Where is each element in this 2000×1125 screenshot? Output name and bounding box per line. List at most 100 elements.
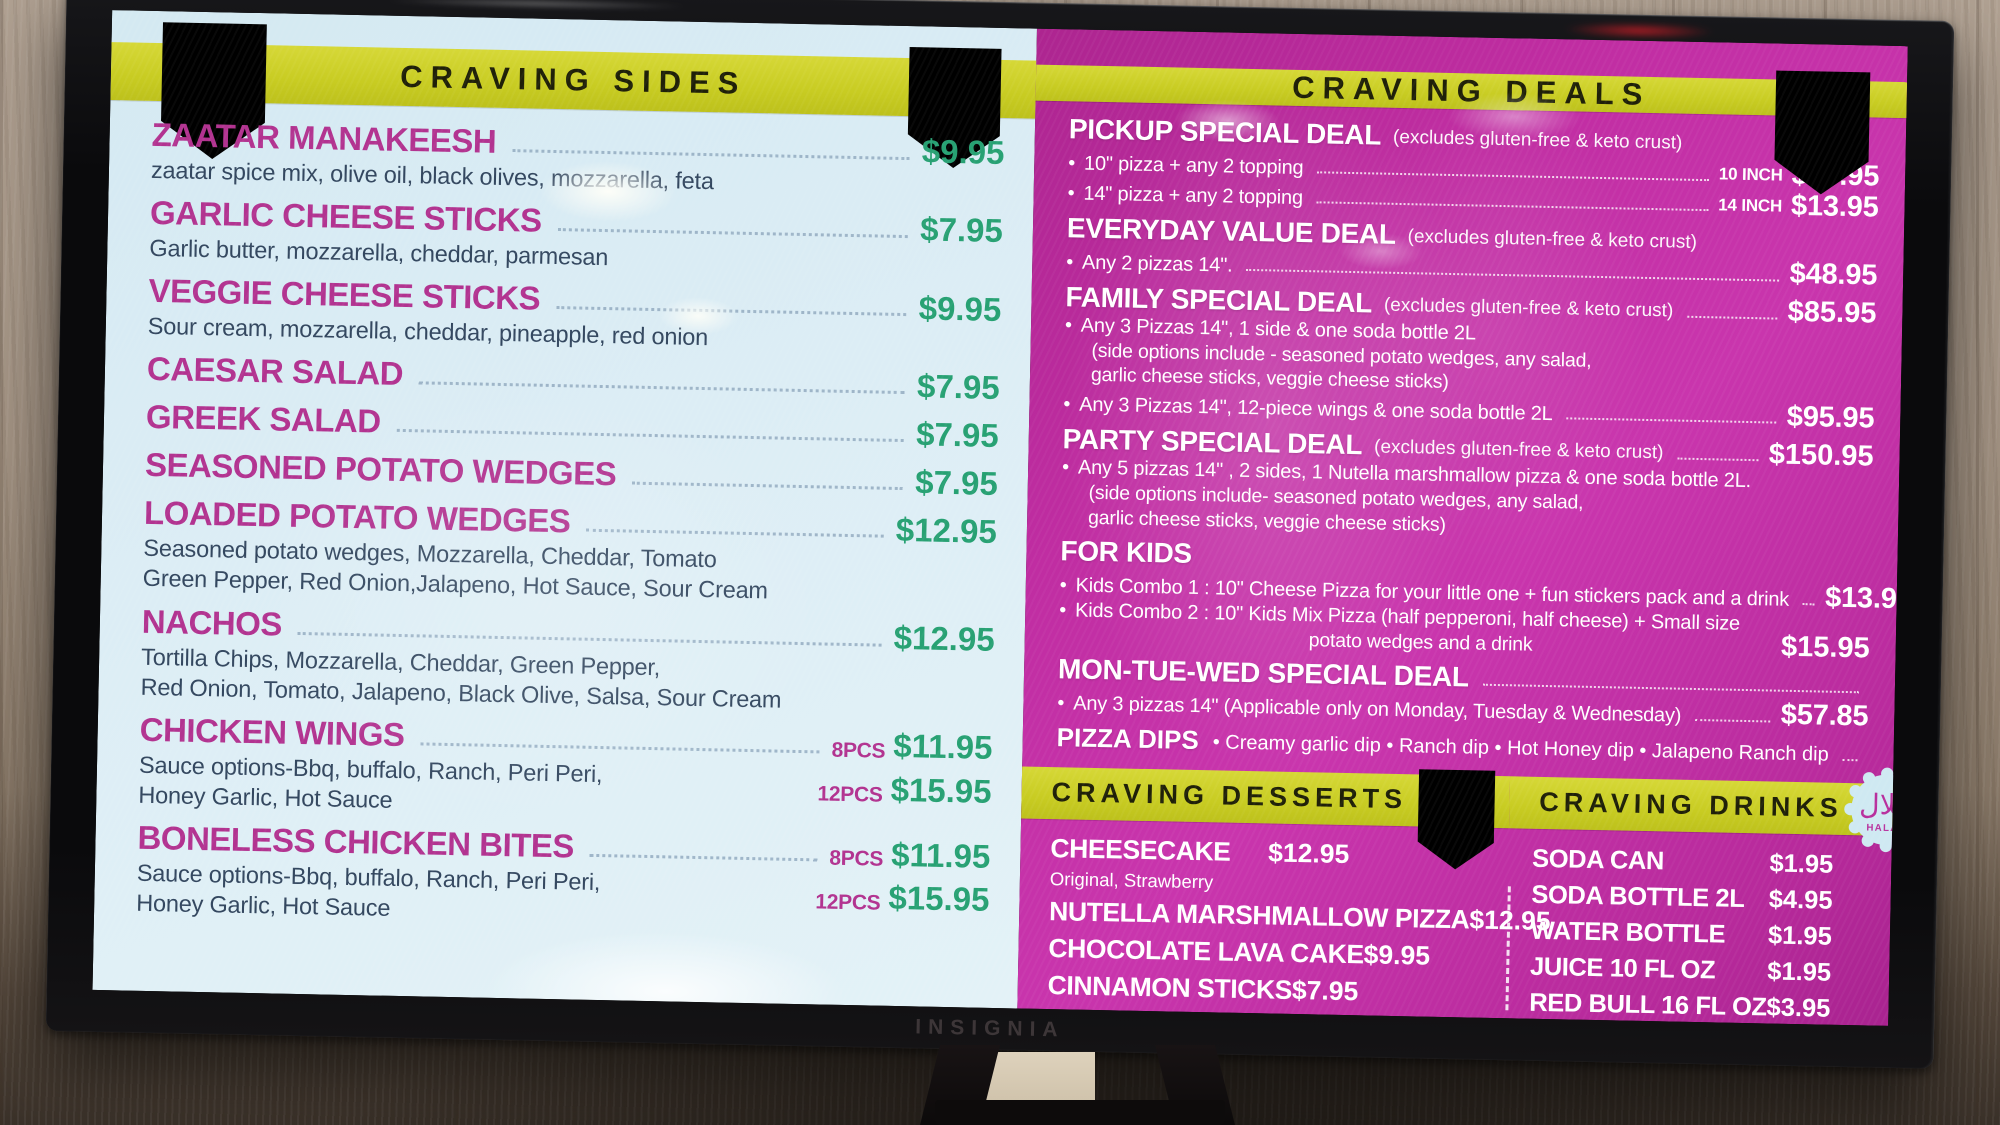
item-name: ZAATAR MANAKEESH <box>151 115 497 160</box>
item-name: CHOCOLATE LAVA CAKE <box>1048 932 1365 970</box>
item-price: $11.95 <box>890 835 991 875</box>
desserts-drinks-region: CRAVING DESSERTS CHEESECAKE $12.95 Origi… <box>1017 766 1908 1026</box>
bullet-icon: • <box>1063 393 1071 416</box>
item-name: JUICE 10 FL OZ <box>1529 952 1716 985</box>
bullet-icon: • <box>1064 314 1073 337</box>
deal-mon-tue-wed: MON-TUE-WED SPECIAL DEAL • Any 3 pizzas … <box>1057 653 1869 732</box>
item-price: $9.95 <box>921 132 1005 172</box>
item-price: $7.95 <box>916 367 1001 406</box>
bullet-icon: • <box>1067 182 1075 205</box>
desserts-title: CRAVING DESSERTS <box>1051 777 1408 815</box>
menu-screen: CRAVING SIDES ZAATAR MANAKEESH $9.95 zaa… <box>92 10 1908 1026</box>
item-name: CINNAMON STICKS <box>1047 969 1293 1005</box>
halal-label: HALAL <box>1866 822 1906 834</box>
menu-item-loaded-potato-wedges: LOADED POTATO WEDGES $12.95 Seasoned pot… <box>142 494 998 609</box>
dotted-leader <box>1246 268 1780 282</box>
deal-price: $10.95 <box>1791 159 1880 193</box>
bullet-icon: • <box>1068 151 1076 175</box>
tv-frame: CRAVING SIDES ZAATAR MANAKEESH $9.95 zaa… <box>45 0 1955 1069</box>
deal-option: Any 2 pizzas 14". <box>1081 251 1233 277</box>
bezel-highlight <box>386 0 687 12</box>
dotted-leader <box>418 381 906 395</box>
dessert-item-cinnamon-sticks: CINNAMON STICKS $7.95 <box>1047 970 1479 1010</box>
item-name: NUTELLA MARSHMALLOW PIZZA <box>1048 895 1470 935</box>
item-name: SODA CAN <box>1531 844 1665 876</box>
size-label: 8PCS <box>831 738 886 763</box>
item-name: RED BULL 16 FL OZ <box>1528 988 1767 1022</box>
item-price: $9.95 <box>918 288 1002 328</box>
item-name: SODA BOTTLE 2L <box>1531 880 1745 913</box>
deal-option: 10" pizza + any 2 topping <box>1083 152 1304 179</box>
deals-panel: CRAVING DEALS PICKUP SPECIAL DEAL (exclu… <box>1017 28 1908 1026</box>
dotted-leader <box>631 481 904 491</box>
dotted-leader <box>1842 758 1858 761</box>
tv-stand-base <box>935 1100 1225 1125</box>
deal-everyday-value: EVERYDAY VALUE DEAL (excludes gluten-fre… <box>1066 212 1878 291</box>
item-name: CHEESECAKE <box>1050 832 1231 867</box>
item-name: LOADED POTATO WEDGES <box>143 494 571 540</box>
dotted-leader <box>511 149 910 161</box>
item-price: $12.95 <box>1267 837 1350 869</box>
desserts-banner: CRAVING DESSERTS <box>1021 766 1510 870</box>
item-name: GARLIC CHEESE STICKS <box>149 194 542 239</box>
deal-option: Any 3 Pizzas 14", 12-piece wings & one s… <box>1078 393 1553 426</box>
item-name: BONELESS CHICKEN BITES <box>137 819 575 865</box>
sides-title: CRAVING SIDES <box>399 58 747 101</box>
item-price: $7.95 <box>919 210 1004 250</box>
deal-price: $150.95 <box>1768 438 1874 473</box>
dotted-leader <box>586 528 884 538</box>
dotted-leader <box>1566 417 1777 424</box>
menu-item-caesar-salad: CAESAR SALAD $7.95 <box>147 350 1001 406</box>
menu-item-boneless-chicken-bites: BONELESS CHICKEN BITES 8PCS $11.95 Sauce… <box>136 819 991 934</box>
tv-brand-label: INSIGNIA <box>915 1015 1065 1042</box>
item-price: $7.95 <box>915 414 1000 454</box>
deal-title: EVERYDAY VALUE DEAL <box>1066 212 1397 250</box>
halal-badge-icon: حلال HALAL <box>1844 767 1908 852</box>
dotted-leader <box>297 631 882 647</box>
item-price: $15.95 <box>890 770 992 810</box>
deal-price: $85.95 <box>1787 296 1877 330</box>
item-name: NACHOS <box>141 602 283 643</box>
menu-item-nachos: NACHOS $12.95 Tortilla Chips, Mozzarella… <box>140 602 996 717</box>
deal-price: $48.95 <box>1789 258 1878 292</box>
sides-panel: CRAVING SIDES ZAATAR MANAKEESH $9.95 zaa… <box>92 10 1037 1009</box>
desserts-section: CRAVING DESSERTS CHEESECAKE $12.95 Origi… <box>1017 766 1551 1024</box>
secondary-price: 12PCS $15.95 <box>815 879 990 918</box>
sides-item-list: ZAATAR MANAKEESH $9.95 zaatar spice mix,… <box>94 100 1035 935</box>
drink-item-water-bottle: WATER BOTTLE $1.95 <box>1530 916 1907 953</box>
desserts-list: CHEESECAKE $12.95 Original, Strawberry N… <box>1017 818 1551 1010</box>
dips-options: • Creamy garlic dip • Ranch dip • Hot Ho… <box>1212 730 1829 766</box>
drinks-section: CRAVING DRINKS حلال HALAL <box>1505 767 1908 1026</box>
item-price: $7.95 <box>914 462 999 502</box>
item-price: $7.95 <box>1291 974 1359 1006</box>
menu-item-seasoned-potato-wedges: SEASONED POTATO WEDGES $7.95 <box>144 446 999 502</box>
deal-price: $15.95 <box>1780 630 1871 665</box>
menu-item-greek-salad: GREEK SALAD $7.95 <box>146 398 1000 454</box>
deal-title: FOR KIDS <box>1060 535 1193 569</box>
item-price: $1.95 <box>1769 849 1834 879</box>
bullet-icon: • <box>1061 456 1070 479</box>
deal-family-special: FAMILY SPECIAL DEAL (excludes gluten-fre… <box>1063 281 1877 434</box>
item-name: WATER BOTTLE <box>1530 916 1726 949</box>
item-name: SEASONED POTATO WEDGES <box>144 446 617 493</box>
size-label: 14 INCH <box>1718 195 1783 216</box>
size-label: 8PCS <box>829 846 884 871</box>
dotted-leader <box>1687 315 1778 320</box>
dotted-leader <box>555 306 907 317</box>
deal-price: $57.85 <box>1780 698 1869 733</box>
size-label: 12PCS <box>815 890 881 915</box>
deal-for-kids: FOR KIDS • Kids Combo 1 : 10" Cheese Piz… <box>1059 535 1908 665</box>
bezel-red-reflection <box>1563 21 1715 41</box>
dotted-leader <box>420 742 820 754</box>
drink-item-soda-bottle-2l: SODA BOTTLE 2L $4.95 <box>1531 880 1908 917</box>
dessert-item-nutella-marshmallow-pizza: NUTELLA MARSHMALLOW PIZZA $12.95 <box>1048 895 1551 936</box>
item-price: $12.95 <box>895 510 998 550</box>
deal-option: Any 3 pizzas 14" (Applicable only on Mon… <box>1072 692 1682 727</box>
item-price: $3.95 <box>1766 993 1831 1023</box>
deal-party-special: PARTY SPECIAL DEAL (excludes gluten-free… <box>1061 423 1874 545</box>
deal-title: PIZZA DIPS <box>1056 721 1200 755</box>
dotted-leader <box>557 228 909 239</box>
drinks-banner: CRAVING DRINKS حلال HALAL <box>1508 767 1908 852</box>
item-price: $12.95 <box>893 618 996 658</box>
deal-option: 14" pizza + any 2 topping <box>1083 182 1304 210</box>
